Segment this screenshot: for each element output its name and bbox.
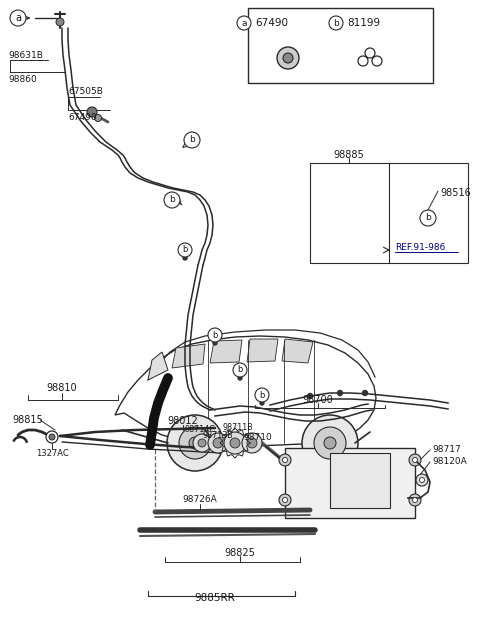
Circle shape: [416, 474, 428, 486]
Text: 98710: 98710: [244, 433, 272, 441]
Text: 1327AC: 1327AC: [36, 448, 68, 457]
Text: 81199: 81199: [348, 18, 381, 28]
Circle shape: [233, 363, 247, 377]
Text: b: b: [189, 136, 195, 145]
Circle shape: [362, 390, 368, 396]
Text: 98885: 98885: [334, 150, 364, 160]
Bar: [285, 448, 415, 518]
Text: 98631B: 98631B: [8, 50, 43, 59]
Circle shape: [213, 341, 217, 345]
Circle shape: [302, 415, 358, 471]
Circle shape: [95, 115, 101, 122]
Text: 98717: 98717: [432, 445, 461, 455]
Circle shape: [208, 328, 222, 342]
Circle shape: [283, 497, 288, 503]
Circle shape: [409, 494, 421, 506]
Text: 98714C: 98714C: [185, 426, 216, 434]
Polygon shape: [115, 336, 376, 446]
Circle shape: [247, 438, 257, 448]
Circle shape: [208, 433, 228, 453]
Circle shape: [329, 16, 343, 30]
Circle shape: [46, 431, 58, 443]
Circle shape: [87, 107, 97, 117]
Circle shape: [193, 434, 211, 452]
Circle shape: [412, 457, 418, 462]
Circle shape: [167, 415, 223, 471]
Text: 98713B: 98713B: [203, 431, 233, 440]
Circle shape: [189, 437, 201, 449]
Circle shape: [49, 434, 55, 440]
Text: a: a: [241, 18, 247, 27]
Circle shape: [10, 10, 26, 26]
Text: 67505B: 67505B: [68, 87, 103, 96]
Polygon shape: [172, 344, 205, 368]
Text: b: b: [259, 390, 264, 399]
Circle shape: [224, 432, 246, 454]
Circle shape: [308, 394, 312, 399]
Circle shape: [279, 494, 291, 506]
Circle shape: [255, 388, 269, 402]
Bar: [330, 453, 390, 508]
Text: 98711B: 98711B: [223, 424, 253, 433]
Text: 9885RR: 9885RR: [194, 593, 235, 603]
Circle shape: [238, 376, 242, 380]
Circle shape: [283, 53, 293, 63]
Circle shape: [409, 454, 421, 466]
Text: REF.91-986: REF.91-986: [395, 243, 445, 252]
Circle shape: [314, 427, 346, 459]
Text: b: b: [169, 196, 175, 204]
Circle shape: [178, 243, 192, 257]
Text: 67490: 67490: [255, 18, 288, 28]
Circle shape: [420, 478, 424, 482]
Text: 98726A: 98726A: [182, 496, 217, 505]
Text: b: b: [237, 366, 243, 375]
Circle shape: [420, 210, 436, 226]
Text: b: b: [333, 18, 339, 27]
Circle shape: [179, 427, 211, 459]
Polygon shape: [210, 340, 242, 363]
Circle shape: [237, 16, 251, 30]
Circle shape: [183, 256, 187, 260]
Text: 98012: 98012: [168, 416, 198, 426]
Circle shape: [277, 47, 299, 69]
Bar: [310, 163, 468, 263]
Text: 98516: 98516: [440, 188, 471, 198]
Circle shape: [283, 457, 288, 462]
Polygon shape: [148, 352, 168, 380]
Polygon shape: [247, 339, 278, 362]
Circle shape: [184, 132, 200, 148]
Text: 98120A: 98120A: [432, 457, 467, 466]
Circle shape: [260, 401, 264, 405]
Circle shape: [213, 438, 223, 448]
Text: 98825: 98825: [225, 548, 255, 558]
Polygon shape: [282, 339, 313, 363]
Text: 98810: 98810: [47, 383, 77, 393]
Text: 67490: 67490: [68, 113, 96, 122]
Circle shape: [56, 18, 64, 26]
Circle shape: [198, 439, 206, 447]
Text: 98815: 98815: [12, 415, 43, 425]
Circle shape: [412, 497, 418, 503]
Bar: [248, 8, 433, 83]
Circle shape: [324, 437, 336, 449]
Text: 98700: 98700: [302, 395, 334, 405]
Text: b: b: [212, 331, 218, 340]
Circle shape: [279, 454, 291, 466]
Text: a: a: [15, 13, 21, 23]
Text: 98860: 98860: [8, 75, 37, 83]
Circle shape: [230, 438, 240, 448]
Text: b: b: [425, 213, 431, 222]
Text: b: b: [182, 245, 188, 255]
Circle shape: [164, 192, 180, 208]
Circle shape: [242, 433, 262, 453]
Circle shape: [337, 390, 343, 396]
